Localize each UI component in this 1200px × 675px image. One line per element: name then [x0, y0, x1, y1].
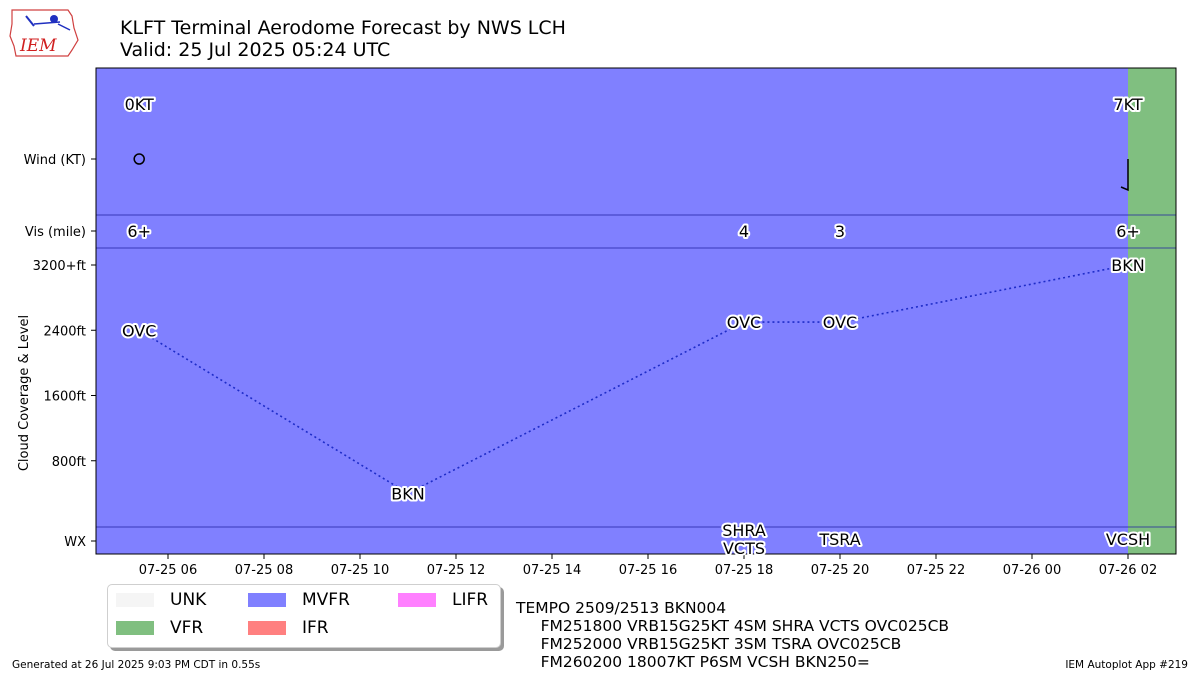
legend-item-lifr: LIFR	[398, 589, 488, 611]
cloud-tick-label: 800ft	[52, 455, 86, 470]
legend-swatch	[116, 621, 154, 635]
legend-swatch	[398, 593, 436, 607]
visibility-label: 6+	[1116, 222, 1140, 241]
x-tick-label: 07-26 00	[1003, 563, 1061, 578]
wind-row	[133, 153, 1129, 192]
category-bands	[96, 68, 1176, 554]
cloud-coverage-label: OVC	[823, 313, 857, 332]
x-tick-label: 07-26 02	[1099, 563, 1157, 578]
x-tick-label: 07-25 22	[907, 563, 965, 578]
legend-swatch	[248, 621, 286, 635]
app-footer: IEM Autoplot App #219	[1065, 659, 1188, 671]
raw-taf-text: TEMPO 2509/2513 BKN004 FM251800 VRB15G25…	[516, 599, 950, 671]
cloud-coverage-label: OVC	[122, 321, 156, 340]
cloud-level-line	[138, 264, 1129, 495]
cloud-coverage-label: BKN	[1111, 256, 1144, 275]
y-axis-label: Cloud Coverage & Level	[17, 315, 32, 471]
legend-label: MVFR	[302, 590, 350, 610]
vis-row-tick-label: Vis (mile)	[25, 225, 86, 240]
legend-item-unk: UNK	[116, 589, 206, 611]
legend-item-vfr: VFR	[116, 617, 203, 639]
cloud-tick-label: 1600ft	[43, 390, 86, 405]
wind-row-tick-label: Wind (KT)	[24, 153, 86, 168]
legend-label: LIFR	[452, 590, 489, 610]
cloud-tick-label: 3200+ft	[33, 259, 86, 274]
visibility-label: 6+	[127, 222, 151, 241]
x-tick-label: 07-25 18	[715, 563, 773, 578]
cloud-coverage-label: OVC	[727, 313, 761, 332]
title-line-1: KLFT Terminal Aerodome Forecast by NWS L…	[120, 17, 566, 39]
legend-swatch	[248, 593, 286, 607]
weather-label: SHRA	[722, 521, 766, 540]
band-mvfr	[96, 68, 1128, 554]
x-tick-label: 07-25 16	[619, 563, 677, 578]
legend-item-ifr: IFR	[248, 617, 329, 639]
weather-label: VCSH	[1106, 530, 1150, 549]
x-tick-label: 07-25 20	[811, 563, 869, 578]
x-tick-label: 07-25 08	[235, 563, 293, 578]
legend-swatch	[116, 593, 154, 607]
wind-barb	[1120, 159, 1129, 192]
legend-label: VFR	[170, 618, 204, 638]
weather-label: TSRA	[818, 530, 860, 549]
chart-title: KLFT Terminal Aerodome Forecast by NWS L…	[120, 17, 566, 61]
x-tick-label: 07-25 14	[523, 563, 581, 578]
visibility-label: 3	[835, 222, 845, 241]
plot-frame	[95, 67, 1177, 555]
legend-item-mvfr: MVFR	[248, 589, 350, 611]
iem-logo: IEM	[9, 9, 79, 57]
cloud-coverage-label: BKN	[391, 484, 424, 503]
wx-row-tick-label: WX	[64, 535, 86, 550]
cloud-level-polyline	[138, 264, 1129, 495]
x-tick-label: 07-25 10	[331, 563, 389, 578]
x-tick-label: 07-25 12	[427, 563, 485, 578]
legend-label: IFR	[302, 618, 329, 638]
band-vfr	[1128, 68, 1176, 554]
x-axis: 07-25 06 07-25 08 07-25 10 07-25 12 07-25 14…	[139, 554, 1157, 578]
wind-calm-marker	[133, 153, 145, 165]
title-line-2: Valid: 25 Jul 2025 05:24 UTC	[120, 39, 391, 61]
wind-speed-label: 7KT	[1113, 95, 1142, 114]
weather-label: VCTS	[723, 539, 765, 558]
x-tick-label: 07-25 06	[139, 563, 197, 578]
visibility-label: 4	[739, 222, 749, 241]
cloud-tick-label: 2400ft	[43, 324, 86, 339]
legend-label: UNK	[170, 590, 207, 610]
logo-text: IEM	[19, 36, 57, 56]
row-dividers	[96, 214, 1176, 528]
y-axis: Wind (KT) Vis (mile) 3200+ft 2400ft 1600ft 80…	[24, 153, 96, 550]
wind-speed-label: 0KT	[125, 95, 154, 114]
generated-footer: Generated at 26 Jul 2025 9:03 PM CDT in …	[12, 659, 261, 671]
legend: UNK VFR MVFR IFR LIFR	[107, 584, 501, 648]
